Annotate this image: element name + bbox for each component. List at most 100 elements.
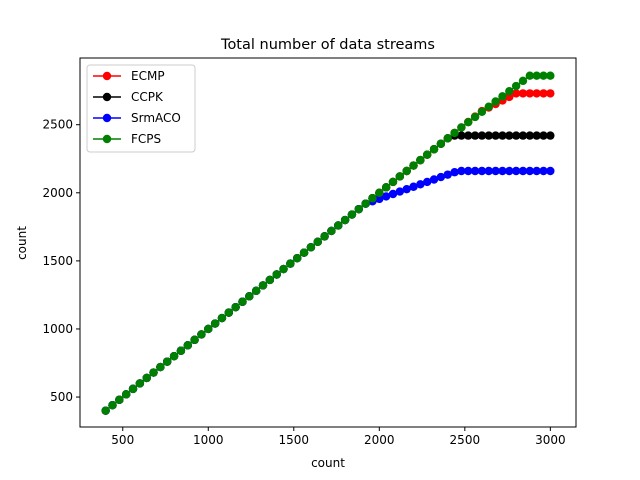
data-point <box>210 319 220 328</box>
data-point <box>361 199 370 208</box>
data-point <box>491 97 500 106</box>
data-point <box>306 243 316 252</box>
data-point <box>423 150 432 159</box>
data-point <box>115 395 124 404</box>
data-point <box>484 166 493 176</box>
data-point <box>416 180 425 189</box>
legend-label: CCPK <box>131 90 164 104</box>
data-point <box>231 302 240 312</box>
data-point <box>299 248 309 257</box>
data-point <box>546 71 555 80</box>
x-tick-label: 1000 <box>193 433 224 447</box>
data-point <box>183 341 192 350</box>
data-point <box>511 131 521 140</box>
data-point <box>484 102 493 111</box>
data-point <box>546 131 555 140</box>
x-tick-label: 2500 <box>450 433 481 447</box>
data-point <box>436 172 446 182</box>
data-point <box>388 189 398 199</box>
data-point <box>429 175 439 184</box>
data-point <box>429 145 439 154</box>
data-point <box>402 166 411 176</box>
data-point <box>327 226 336 236</box>
data-point <box>163 357 172 366</box>
data-point <box>176 346 186 355</box>
data-point <box>457 131 466 140</box>
x-axis-label: count <box>311 456 345 470</box>
data-point <box>498 166 507 176</box>
data-point <box>121 390 131 399</box>
data-point <box>546 89 555 98</box>
series-layer <box>101 71 555 415</box>
data-point <box>368 194 377 203</box>
data-point <box>443 170 452 179</box>
data-point <box>409 161 418 170</box>
legend-label: ECMP <box>131 69 165 83</box>
legend-item-srmaco: SrmACO <box>93 111 181 125</box>
data-point <box>525 71 535 80</box>
series-fcps <box>101 71 555 415</box>
y-tick-label: 2000 <box>42 186 73 200</box>
data-point <box>518 166 528 176</box>
data-point <box>464 117 473 127</box>
data-point <box>381 192 391 201</box>
data-point <box>532 89 541 98</box>
legend-box <box>86 64 196 153</box>
data-point <box>505 92 514 102</box>
data-point <box>436 139 446 148</box>
data-point <box>238 297 247 306</box>
data-point <box>539 166 548 176</box>
data-point <box>142 373 151 383</box>
data-point <box>149 368 158 377</box>
data-point <box>539 89 548 98</box>
data-point <box>204 324 213 334</box>
data-point <box>532 131 541 140</box>
data-point <box>498 131 507 140</box>
data-point <box>313 237 322 247</box>
data-point <box>518 131 528 140</box>
data-point <box>491 166 500 176</box>
data-point <box>464 166 473 176</box>
data-point <box>484 131 493 140</box>
data-point <box>381 183 391 192</box>
x-tick-label: 2000 <box>364 433 395 447</box>
data-point <box>375 194 384 204</box>
legend-marker <box>102 92 112 102</box>
y-axis: 500 1000 1500 2000 2500 <box>42 118 80 404</box>
data-point <box>511 166 521 176</box>
data-point <box>108 401 117 410</box>
data-point <box>279 264 288 274</box>
data-point <box>416 155 425 165</box>
data-point <box>334 221 343 230</box>
data-point <box>457 123 466 132</box>
plot-frame <box>79 57 577 428</box>
x-tick-label: 1500 <box>279 433 310 447</box>
data-point <box>539 131 548 140</box>
legend-item-fcps: FCPS <box>93 132 161 146</box>
data-point <box>511 89 521 98</box>
y-tick-label: 1000 <box>42 322 73 336</box>
data-point <box>217 313 227 323</box>
data-point <box>190 335 199 345</box>
data-point <box>293 253 302 263</box>
y-tick-label: 500 <box>50 390 73 404</box>
data-point <box>477 131 487 140</box>
legend-item-ecmp: ECMP <box>93 69 165 83</box>
y-tick-label: 1500 <box>42 254 73 268</box>
data-point <box>470 131 480 140</box>
data-point <box>477 107 487 117</box>
data-point <box>525 166 535 176</box>
data-point <box>518 89 528 98</box>
data-point <box>156 362 165 372</box>
data-point <box>101 406 110 415</box>
data-point <box>265 275 275 285</box>
data-point <box>251 286 261 296</box>
data-point <box>395 172 405 181</box>
data-point <box>525 131 535 140</box>
data-point <box>340 215 350 225</box>
legend-label: FCPS <box>131 132 161 146</box>
data-point <box>505 131 514 140</box>
data-point <box>197 330 206 339</box>
legend: ECMP CCPK SrmACO FCPS <box>86 64 196 153</box>
